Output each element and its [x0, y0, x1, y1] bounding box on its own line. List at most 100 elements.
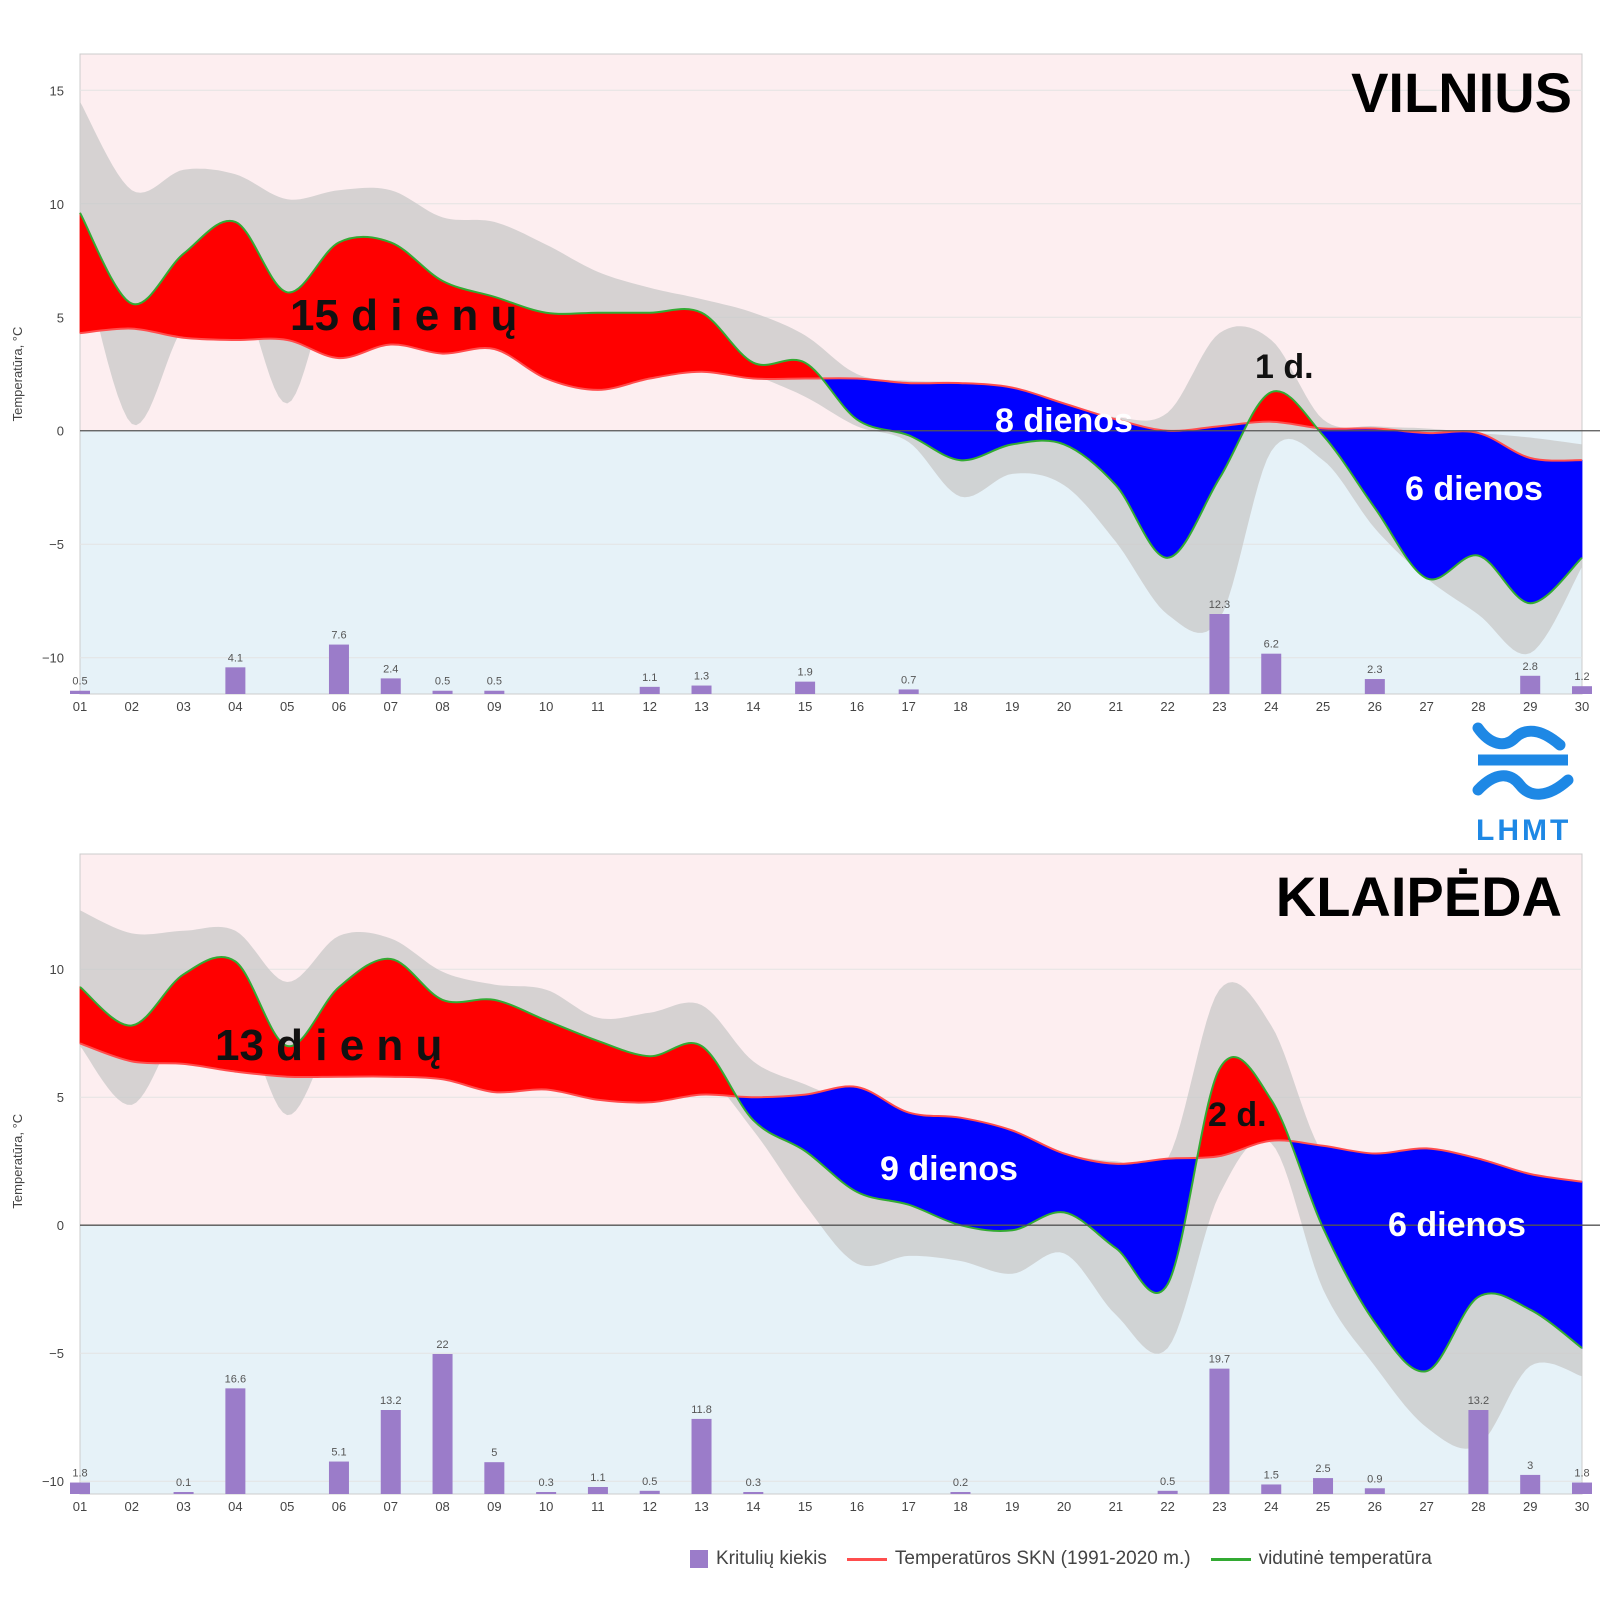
cold-anomaly-segment [826, 1088, 832, 1174]
warm-anomaly-segment [666, 1048, 672, 1101]
warm-anomaly-segment [178, 252, 184, 339]
warm-anomaly-segment [584, 1035, 590, 1099]
warm-anomaly-segment [601, 1041, 607, 1102]
cold-anomaly-segment [1137, 1161, 1143, 1284]
warm-anomaly-segment [1270, 390, 1276, 423]
warm-anomaly-segment [524, 1010, 530, 1091]
warm-anomaly-segment [576, 1032, 582, 1097]
warm-anomaly-segment [502, 1001, 508, 1093]
period-annotation: 1 d. [1255, 348, 1314, 386]
cold-anomaly-segment [1141, 1160, 1147, 1288]
warm-anomaly-segment [196, 237, 202, 340]
precipitation-bar [691, 1418, 712, 1494]
warm-anomaly-segment [153, 1001, 159, 1064]
legend-item-precipitation[interactable]: Kritulių kiekis [690, 1548, 827, 1570]
cold-anomaly-segment [973, 383, 979, 460]
cold-anomaly-segment [1206, 426, 1212, 503]
precipitation-bar [1157, 1490, 1178, 1494]
cold-anomaly-segment [955, 382, 961, 461]
warm-anomaly-segment [204, 958, 210, 1069]
warm-anomaly-segment [537, 310, 543, 378]
warm-anomaly-segment [112, 1017, 118, 1059]
legend-item-skn[interactable]: Temperatūros SKN (1991-2020 m.) [846, 1548, 1191, 1570]
cold-anomaly-segment [1115, 1163, 1121, 1253]
y-tick-label: −10 [42, 651, 64, 666]
x-tick-label: 14 [746, 1499, 760, 1514]
cold-anomaly-segment [1042, 1143, 1048, 1218]
cold-anomaly-segment [1154, 1159, 1160, 1294]
average-swatch [1210, 1557, 1251, 1561]
cold-anomaly-segment [1132, 1162, 1138, 1278]
warm-anomaly-segment [606, 1043, 612, 1102]
warm-anomaly-segment [226, 220, 232, 341]
x-tick-label: 01 [73, 699, 87, 714]
warm-anomaly-segment [269, 272, 275, 340]
warm-anomaly-segment [97, 251, 104, 332]
cold-anomaly-segment [765, 1096, 771, 1135]
warm-anomaly-segment [666, 309, 672, 376]
average-temperature-line [79, 212, 1583, 605]
warm-anomaly-segment [670, 1046, 676, 1100]
cold-anomaly-segment [1400, 1149, 1406, 1363]
precipitation-bar [639, 686, 660, 694]
warm-anomaly-segment [653, 311, 659, 379]
cold-anomaly-segment [1322, 1145, 1328, 1238]
x-tick-label: 29 [1523, 1499, 1537, 1514]
warm-anomaly-segment [135, 302, 141, 330]
precipitation-bar [639, 1490, 660, 1494]
warm-anomaly-segment [468, 1000, 474, 1088]
x-tick-label: 26 [1368, 699, 1382, 714]
cold-anomaly-segment [934, 382, 940, 454]
cold-anomaly-segment [1098, 1161, 1104, 1239]
warm-anomaly-segment [524, 306, 530, 370]
x-tick-label: 24 [1264, 699, 1278, 714]
warm-anomaly-segment [476, 998, 482, 1091]
cold-anomaly-segment [904, 382, 910, 436]
warm-anomaly-segment [554, 1023, 560, 1092]
warm-anomaly-segment [597, 1040, 603, 1101]
precipitation-label: 2.5 [1315, 1463, 1330, 1475]
warm-anomaly-segment [183, 249, 189, 339]
warm-anomaly-segment [632, 312, 638, 384]
skn-swatch [846, 1557, 887, 1561]
precipitation-label: 0.9 [1367, 1473, 1382, 1485]
warm-anomaly-segment [153, 285, 159, 334]
x-tick-label: 19 [1005, 699, 1019, 714]
warm-anomaly-segment [97, 1003, 104, 1053]
x-tick-label: 09 [487, 699, 501, 714]
cold-anomaly-segment [1327, 1145, 1333, 1247]
precipitation-bar [328, 644, 349, 694]
precipitation-bar [380, 1410, 401, 1494]
warm-anomaly-segment [580, 1033, 586, 1098]
warm-anomaly-segment [230, 220, 236, 341]
precipitation-bar [1209, 614, 1230, 694]
cold-anomaly-segment [1370, 427, 1376, 510]
warm-anomaly-segment [196, 962, 202, 1067]
cold-anomaly-segment [817, 1090, 823, 1166]
legend-item-average[interactable]: vidutinė temperatūra [1210, 1548, 1432, 1570]
cold-anomaly-segment [1318, 1144, 1324, 1228]
warm-anomaly-segment [209, 226, 215, 340]
warm-anomaly-segment [459, 1001, 465, 1086]
x-tick-label: 17 [901, 1499, 915, 1514]
cold-anomaly-segment [1383, 428, 1389, 530]
cold-anomaly-segment [822, 1089, 828, 1170]
warm-anomaly-segment [131, 303, 137, 330]
cold-anomaly-segment [847, 1085, 853, 1191]
warm-anomaly-segment [623, 312, 629, 386]
legend-label: Temperatūros SKN (1991-2020 m.) [894, 1548, 1191, 1569]
cold-anomaly-segment [921, 382, 927, 446]
cold-anomaly-segment [856, 378, 862, 423]
cold-anomaly-segment [1089, 1159, 1095, 1232]
x-tick-label: 04 [228, 699, 242, 714]
warm-anomaly-segment [636, 312, 642, 383]
cold-anomaly-segment [1102, 1162, 1108, 1243]
x-tick-label: 06 [332, 1499, 346, 1514]
warm-anomaly-segment [102, 1008, 108, 1055]
cold-anomaly-segment [1452, 1151, 1458, 1337]
x-tick-label: 29 [1523, 699, 1537, 714]
x-tick-label: 06 [332, 699, 346, 714]
cold-anomaly-segment [1443, 1150, 1449, 1353]
cold-anomaly-segment [1563, 1178, 1569, 1339]
precipitation-label: 2.3 [1367, 664, 1382, 676]
